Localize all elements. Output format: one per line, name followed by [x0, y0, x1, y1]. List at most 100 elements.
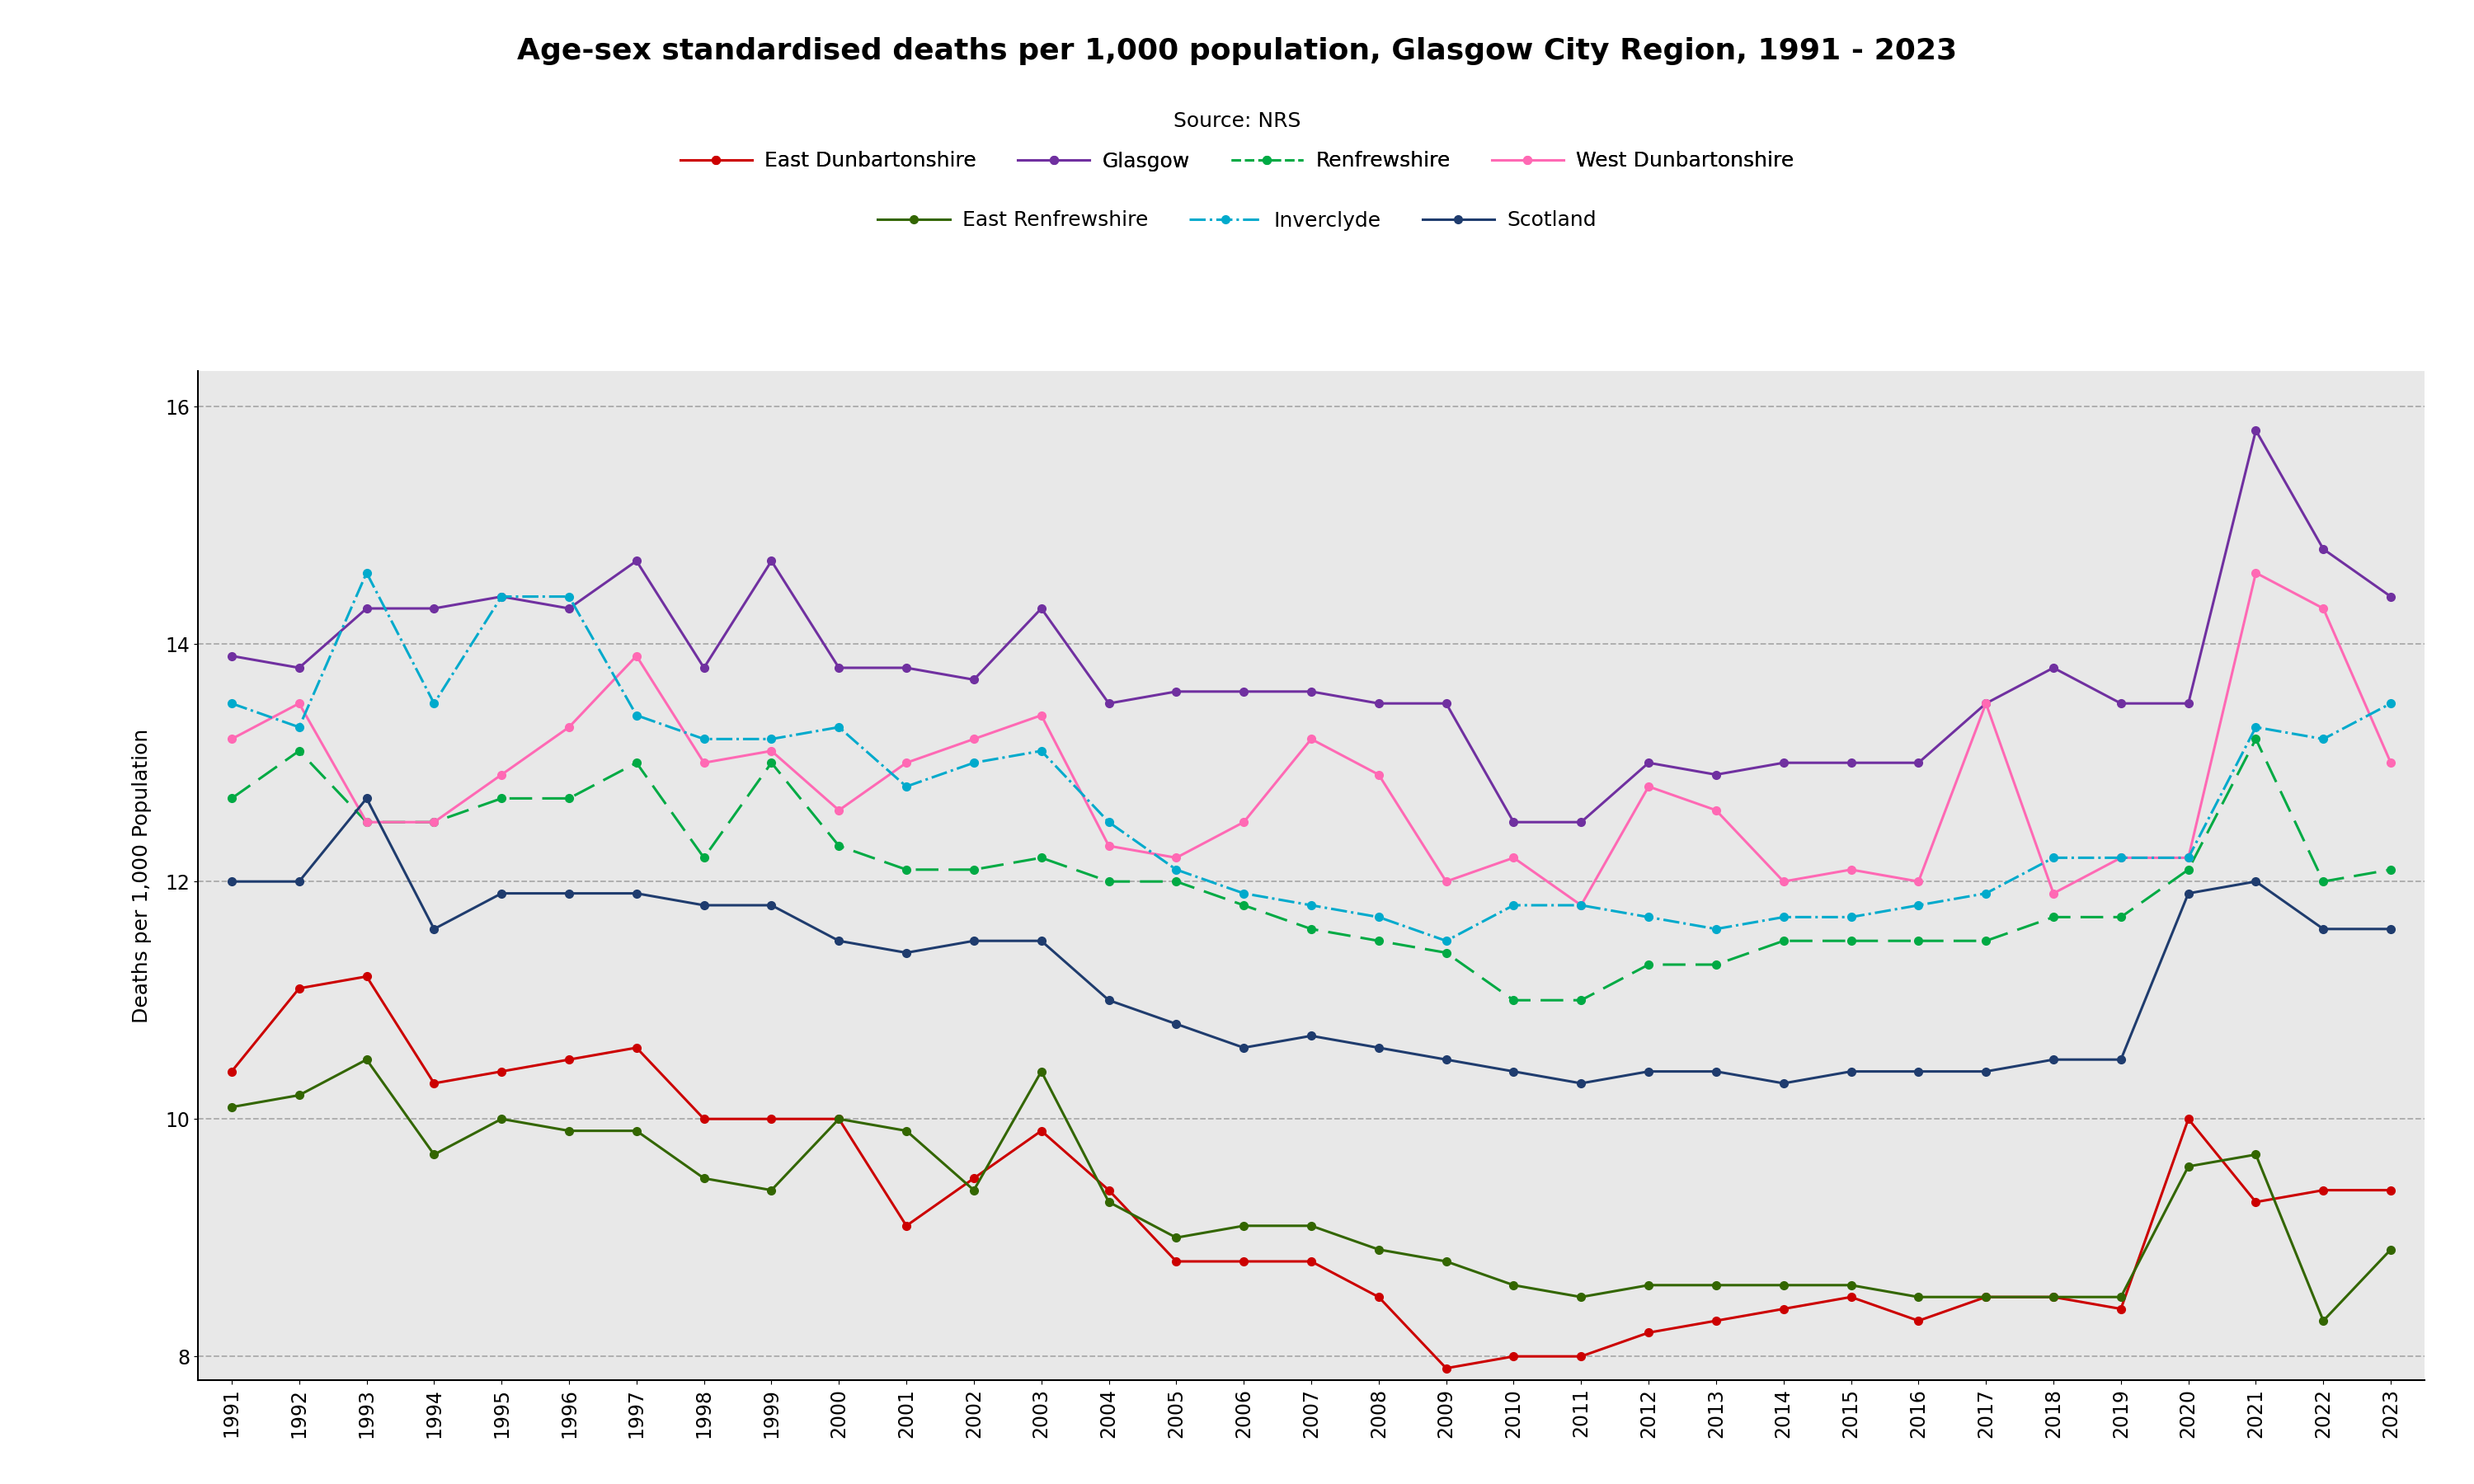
- Inverclyde: [757, 730, 787, 748]
- Glasgow: [218, 647, 247, 665]
- West Dunbartonshire: [554, 718, 584, 736]
- Scotland: [2039, 1051, 2068, 1068]
- Renfrewshire: [757, 754, 787, 772]
- East Renfrewshire: [1836, 1276, 1865, 1294]
- Line: Glasgow: Glasgow: [228, 426, 2395, 827]
- East Renfrewshire: [1094, 1193, 1123, 1211]
- Renfrewshire: [2241, 730, 2271, 748]
- East Dunbartonshire: [1702, 1312, 1732, 1330]
- Inverclyde: [1499, 896, 1529, 914]
- Scotland: [824, 932, 854, 950]
- Scotland: [1499, 1063, 1529, 1080]
- Renfrewshire: [824, 837, 854, 855]
- East Renfrewshire: [554, 1122, 584, 1140]
- Glasgow: [2039, 659, 2068, 677]
- West Dunbartonshire: [1160, 849, 1190, 867]
- Glasgow: [2308, 540, 2338, 558]
- East Renfrewshire: [1363, 1241, 1393, 1258]
- Inverclyde: [1903, 896, 1932, 914]
- Scotland: [2241, 873, 2271, 890]
- West Dunbartonshire: [690, 754, 720, 772]
- West Dunbartonshire: [1903, 873, 1932, 890]
- Scotland: [1566, 1074, 1596, 1092]
- Glasgow: [2175, 695, 2204, 712]
- East Dunbartonshire: [690, 1110, 720, 1128]
- Text: Age-sex standardised deaths per 1,000 population, Glasgow City Region, 1991 - 20: Age-sex standardised deaths per 1,000 po…: [517, 37, 1957, 65]
- Legend: East Renfrewshire, Inverclyde, Scotland: East Renfrewshire, Inverclyde, Scotland: [878, 211, 1596, 230]
- Renfrewshire: [2039, 908, 2068, 926]
- Inverclyde: [2105, 849, 2135, 867]
- Renfrewshire: [2175, 861, 2204, 879]
- Inverclyde: [554, 588, 584, 605]
- Scotland: [1633, 1063, 1663, 1080]
- East Renfrewshire: [824, 1110, 854, 1128]
- West Dunbartonshire: [1296, 730, 1326, 748]
- Glasgow: [2375, 588, 2405, 605]
- East Dunbartonshire: [1363, 1288, 1393, 1306]
- Line: East Dunbartonshire: East Dunbartonshire: [228, 972, 2395, 1373]
- Glasgow: [621, 552, 651, 570]
- Inverclyde: [1702, 920, 1732, 938]
- Inverclyde: [621, 706, 651, 724]
- Inverclyde: [1160, 861, 1190, 879]
- West Dunbartonshire: [891, 754, 920, 772]
- Inverclyde: [351, 564, 381, 582]
- West Dunbartonshire: [1972, 695, 2001, 712]
- East Renfrewshire: [2175, 1158, 2204, 1175]
- Inverclyde: [418, 695, 448, 712]
- West Dunbartonshire: [960, 730, 990, 748]
- West Dunbartonshire: [757, 742, 787, 760]
- Scotland: [1903, 1063, 1932, 1080]
- East Dunbartonshire: [1432, 1359, 1462, 1377]
- Scotland: [218, 873, 247, 890]
- West Dunbartonshire: [1702, 801, 1732, 819]
- Glasgow: [1230, 683, 1259, 700]
- East Dunbartonshire: [1499, 1347, 1529, 1365]
- Scotland: [757, 896, 787, 914]
- Renfrewshire: [1160, 873, 1190, 890]
- Inverclyde: [1094, 813, 1123, 831]
- West Dunbartonshire: [1230, 813, 1259, 831]
- Scotland: [621, 884, 651, 902]
- Renfrewshire: [1230, 896, 1259, 914]
- Line: Renfrewshire: Renfrewshire: [228, 735, 2395, 1005]
- Renfrewshire: [1566, 991, 1596, 1009]
- Glasgow: [1296, 683, 1326, 700]
- Glasgow: [1432, 695, 1462, 712]
- Inverclyde: [1230, 884, 1259, 902]
- Inverclyde: [2375, 695, 2405, 712]
- Line: Scotland: Scotland: [228, 794, 2395, 1088]
- Inverclyde: [218, 695, 247, 712]
- Scotland: [1296, 1027, 1326, 1045]
- East Renfrewshire: [1566, 1288, 1596, 1306]
- Scotland: [351, 789, 381, 807]
- Glasgow: [1836, 754, 1865, 772]
- Inverclyde: [2175, 849, 2204, 867]
- East Dunbartonshire: [621, 1039, 651, 1057]
- West Dunbartonshire: [2175, 849, 2204, 867]
- East Dunbartonshire: [1230, 1252, 1259, 1270]
- East Dunbartonshire: [1094, 1181, 1123, 1199]
- Inverclyde: [960, 754, 990, 772]
- West Dunbartonshire: [1027, 706, 1056, 724]
- West Dunbartonshire: [2308, 600, 2338, 617]
- East Dunbartonshire: [2105, 1300, 2135, 1318]
- East Dunbartonshire: [2039, 1288, 2068, 1306]
- East Dunbartonshire: [960, 1169, 990, 1187]
- Glasgow: [1160, 683, 1190, 700]
- Inverclyde: [891, 778, 920, 795]
- Inverclyde: [1769, 908, 1799, 926]
- Renfrewshire: [2375, 861, 2405, 879]
- Renfrewshire: [1094, 873, 1123, 890]
- Glasgow: [554, 600, 584, 617]
- Glasgow: [891, 659, 920, 677]
- Scotland: [1432, 1051, 1462, 1068]
- West Dunbartonshire: [1633, 778, 1663, 795]
- Inverclyde: [2308, 730, 2338, 748]
- Renfrewshire: [1972, 932, 2001, 950]
- West Dunbartonshire: [1363, 766, 1393, 784]
- Scotland: [960, 932, 990, 950]
- Glasgow: [2241, 421, 2271, 439]
- Scotland: [1836, 1063, 1865, 1080]
- Inverclyde: [2241, 718, 2271, 736]
